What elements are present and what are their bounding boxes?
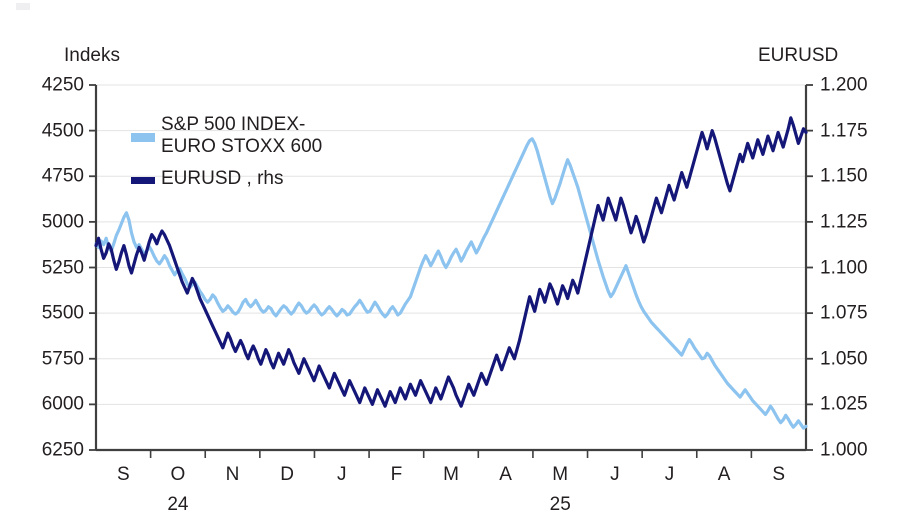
right-tick-label: 1.150 bbox=[820, 165, 868, 187]
right-tick-label: 1.100 bbox=[820, 257, 868, 278]
x-tick-label: S bbox=[116, 464, 130, 485]
x-tick-label: D bbox=[280, 464, 295, 485]
x-tick-label: M bbox=[443, 464, 459, 485]
right-tick-label: 1.000 bbox=[820, 439, 868, 461]
legend-swatch bbox=[131, 133, 155, 142]
right-tick-label: 1.050 bbox=[820, 348, 868, 370]
x-year-label: 24 bbox=[167, 494, 189, 515]
left-tick-label: 5500 bbox=[41, 302, 84, 324]
x-tick-label: F bbox=[390, 464, 403, 485]
left-tick-label: 5000 bbox=[41, 211, 84, 233]
right-axis-title: EURUSD bbox=[758, 45, 839, 66]
left-tick-label: 4500 bbox=[41, 120, 84, 142]
right-tick-label: 1.200 bbox=[820, 74, 868, 96]
x-tick-label: J bbox=[610, 464, 620, 485]
x-tick-label: S bbox=[772, 464, 786, 485]
scan-artifact bbox=[16, 3, 30, 10]
x-tick-label: O bbox=[170, 464, 186, 485]
x-year-label: 25 bbox=[549, 494, 571, 515]
left-tick-label: 6250 bbox=[41, 439, 84, 461]
x-tick-label: A bbox=[717, 464, 731, 485]
left-tick-label: 6000 bbox=[41, 393, 84, 415]
right-tick-label: 1.175 bbox=[820, 120, 868, 142]
left-tick-label: 4750 bbox=[41, 165, 84, 187]
right-tick-label: 1.025 bbox=[820, 393, 868, 415]
legend-label: S&P 500 INDEX- EURO STOXX 600 bbox=[161, 114, 323, 157]
left-tick-label: 5750 bbox=[41, 348, 84, 370]
x-tick-label: J bbox=[337, 464, 347, 485]
legend-label: EURUSD , rhs bbox=[161, 168, 284, 189]
left-axis-title: Indeks bbox=[64, 45, 120, 66]
x-tick-label: J bbox=[664, 464, 675, 485]
right-tick-label: 1.125 bbox=[820, 211, 868, 233]
right-tick-label: 1.075 bbox=[820, 302, 868, 324]
legend-swatch bbox=[131, 177, 155, 184]
left-tick-label: 4250 bbox=[41, 74, 84, 96]
x-tick-label: A bbox=[499, 464, 512, 485]
x-tick-label: N bbox=[225, 464, 240, 485]
x-tick-label: M bbox=[552, 464, 569, 485]
left-tick-label: 5250 bbox=[41, 257, 84, 278]
